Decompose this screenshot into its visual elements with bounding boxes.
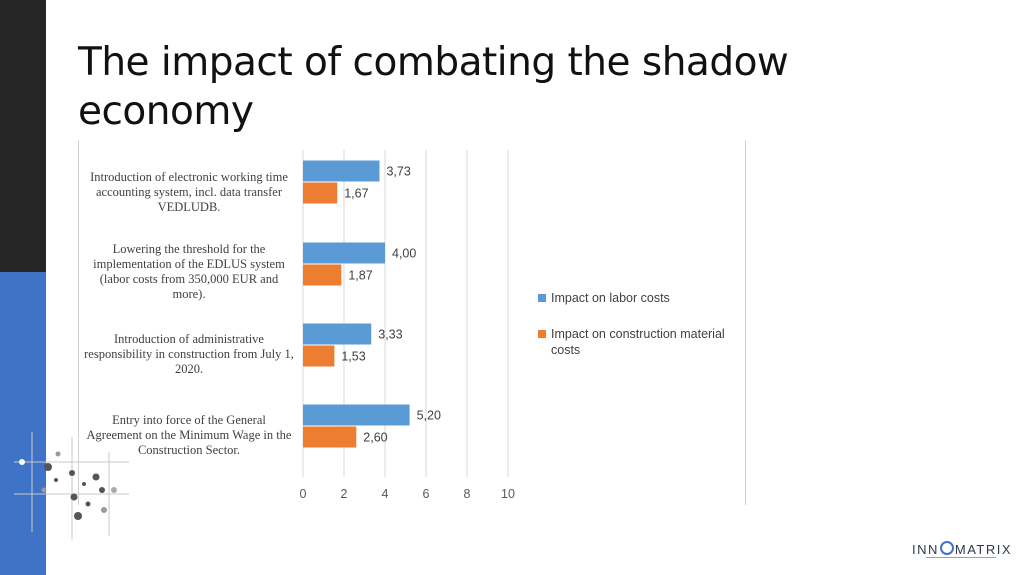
- x-tick-label-4: 8: [464, 487, 471, 501]
- slide-title: The impact of combating the shadow econo…: [78, 40, 789, 134]
- data-label-series1-cat1: 1,87: [348, 269, 372, 283]
- logo-underline: [926, 557, 996, 558]
- bar-series1-cat3: [303, 426, 357, 448]
- legend-label-material: Impact on construction material costs: [551, 327, 725, 357]
- x-tick-label-0: 0: [300, 487, 307, 501]
- x-tick-label-1: 2: [341, 487, 348, 501]
- legend-swatch-material: [538, 330, 546, 338]
- bar-series0-cat1: [303, 242, 385, 264]
- decorative-dot-grid-icon: [14, 432, 129, 540]
- legend-label-labor: Impact on labor costs: [551, 291, 670, 305]
- category-label-0: Introduction of electronic working time …: [90, 170, 288, 214]
- category-label-1: Lowering the threshold for the implement…: [93, 242, 285, 301]
- data-label-series1-cat2: 1,53: [341, 350, 365, 364]
- chart-frame-left-edge: [78, 140, 79, 505]
- x-tick-label-2: 4: [382, 487, 389, 501]
- chart-frame-right-edge: [745, 140, 746, 505]
- data-label-series1-cat0: 1,67: [344, 187, 368, 201]
- bar-series0-cat0: [303, 160, 380, 182]
- data-label-series0-cat3: 5,20: [417, 409, 441, 423]
- data-label-series0-cat1: 4,00: [392, 247, 416, 261]
- sidebar-dark-band: [0, 0, 46, 272]
- bar-series1-cat1: [303, 264, 342, 286]
- bar-series1-cat2: [303, 345, 335, 367]
- category-label-2: Introduction of administrative responsib…: [84, 332, 294, 376]
- bar-series0-cat2: [303, 323, 372, 345]
- sidebar-blue-band: [0, 272, 46, 575]
- data-label-series0-cat2: 3,33: [378, 328, 402, 342]
- logo-circle-icon: [939, 541, 954, 555]
- chart-legend: Impact on labor costs Impact on construc…: [538, 290, 748, 378]
- category-label-3: Entry into force of the General Agreemen…: [86, 413, 292, 457]
- x-tick-label-5: 10: [501, 487, 515, 501]
- data-label-series1-cat3: 2,60: [363, 431, 387, 445]
- legend-item-material: Impact on construction material costs: [538, 326, 748, 358]
- bar-series0-cat3: [303, 404, 410, 426]
- logo-text-right: MATRIX: [954, 542, 1013, 557]
- data-label-series0-cat0: 3,73: [386, 165, 410, 179]
- legend-item-labor: Impact on labor costs: [538, 290, 748, 306]
- x-tick-label-3: 6: [423, 487, 430, 501]
- bar-series1-cat0: [303, 182, 338, 204]
- company-logo: INN MATRIX: [912, 541, 1012, 557]
- logo-text-left: INN: [912, 542, 939, 557]
- chart-frame: [78, 140, 746, 505]
- legend-swatch-labor: [538, 294, 546, 302]
